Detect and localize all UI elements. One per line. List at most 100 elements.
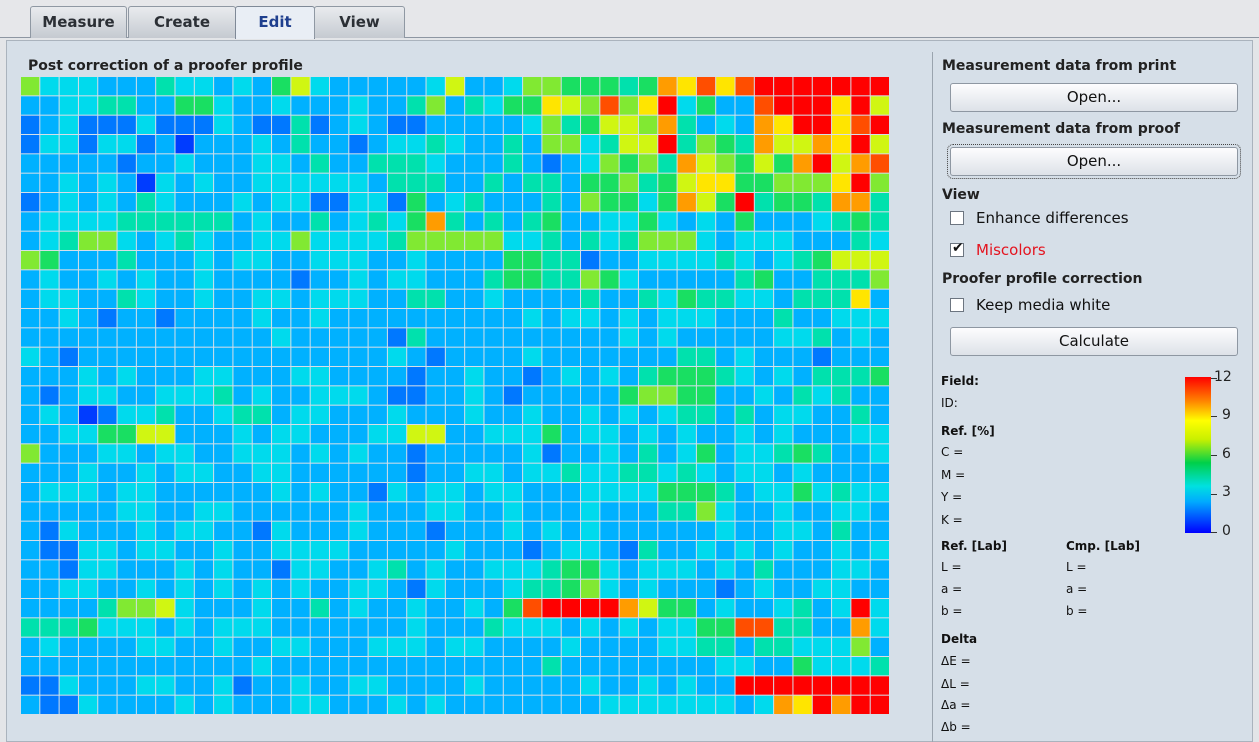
heatmap-cell[interactable] — [291, 521, 310, 540]
heatmap-cell[interactable] — [638, 115, 658, 134]
heatmap-cell[interactable] — [291, 347, 310, 366]
heatmap-cell[interactable] — [310, 193, 329, 212]
heatmap-cell[interactable] — [272, 695, 291, 714]
heatmap-cell[interactable] — [136, 444, 156, 463]
heatmap-cell[interactable] — [658, 77, 677, 96]
heatmap-cell[interactable] — [426, 212, 445, 231]
heatmap-cell[interactable] — [407, 289, 426, 308]
heatmap-cell[interactable] — [368, 483, 387, 502]
heatmap-cell[interactable] — [523, 483, 542, 502]
heatmap-cell[interactable] — [368, 695, 387, 714]
heatmap-cell[interactable] — [194, 560, 214, 579]
heatmap-cell[interactable] — [21, 637, 40, 656]
heatmap-cell[interactable] — [349, 231, 368, 250]
heatmap-cell[interactable] — [658, 599, 677, 618]
heatmap-cell[interactable] — [117, 115, 136, 134]
heatmap-cell[interactable] — [426, 367, 445, 386]
heatmap-cell[interactable] — [658, 618, 677, 637]
heatmap-cell[interactable] — [194, 405, 214, 424]
heatmap-cell[interactable] — [851, 96, 870, 115]
heatmap-cell[interactable] — [832, 367, 851, 386]
heatmap-cell[interactable] — [523, 560, 542, 579]
heatmap-cell[interactable] — [716, 521, 735, 540]
heatmap-cell[interactable] — [561, 695, 581, 714]
heatmap-cell[interactable] — [214, 251, 233, 270]
heatmap-cell[interactable] — [40, 347, 59, 366]
heatmap-cell[interactable] — [793, 386, 812, 405]
heatmap-cell[interactable] — [600, 251, 619, 270]
heatmap-cell[interactable] — [40, 618, 59, 637]
heatmap-cell[interactable] — [40, 154, 59, 173]
heatmap-cell[interactable] — [542, 212, 561, 231]
heatmap-cell[interactable] — [870, 193, 889, 212]
heatmap-cell[interactable] — [581, 115, 600, 134]
heatmap-cell[interactable] — [812, 270, 832, 289]
heatmap-cell[interactable] — [368, 502, 387, 521]
heatmap-cell[interactable] — [252, 193, 272, 212]
heatmap-cell[interactable] — [851, 231, 870, 250]
heatmap-cell[interactable] — [233, 599, 252, 618]
heatmap-cell[interactable] — [581, 154, 600, 173]
heatmap-cell[interactable] — [774, 695, 793, 714]
heatmap-cell[interactable] — [175, 676, 194, 695]
heatmap-cell[interactable] — [252, 347, 272, 366]
heatmap-cell[interactable] — [21, 173, 40, 192]
heatmap-cell[interactable] — [542, 483, 561, 502]
heatmap-cell[interactable] — [561, 154, 581, 173]
heatmap-cell[interactable] — [59, 405, 78, 424]
heatmap-cell[interactable] — [677, 77, 696, 96]
heatmap-cell[interactable] — [581, 521, 600, 540]
heatmap-cell[interactable] — [78, 77, 98, 96]
heatmap-cell[interactable] — [561, 521, 581, 540]
heatmap-cell[interactable] — [21, 521, 40, 540]
heatmap-cell[interactable] — [252, 173, 272, 192]
heatmap-cell[interactable] — [272, 231, 291, 250]
heatmap-cell[interactable] — [542, 695, 561, 714]
heatmap-cell[interactable] — [523, 231, 542, 250]
heatmap-cell[interactable] — [445, 367, 465, 386]
heatmap-cell[interactable] — [581, 483, 600, 502]
heatmap-cell[interactable] — [677, 347, 696, 366]
heatmap-cell[interactable] — [349, 425, 368, 444]
heatmap-cell[interactable] — [581, 231, 600, 250]
heatmap-cell[interactable] — [735, 386, 754, 405]
heatmap-cell[interactable] — [272, 347, 291, 366]
heatmap-cell[interactable] — [812, 425, 832, 444]
heatmap-cell[interactable] — [658, 560, 677, 579]
heatmap-cell[interactable] — [851, 367, 870, 386]
heatmap-cell[interactable] — [368, 115, 387, 134]
heatmap-cell[interactable] — [252, 270, 272, 289]
heatmap-cell[interactable] — [156, 676, 175, 695]
heatmap-cell[interactable] — [774, 560, 793, 579]
heatmap-cell[interactable] — [21, 289, 40, 308]
heatmap-cell[interactable] — [754, 193, 774, 212]
heatmap-cell[interactable] — [407, 135, 426, 154]
heatmap-cell[interactable] — [214, 328, 233, 347]
heatmap-cell[interactable] — [136, 270, 156, 289]
heatmap-cell[interactable] — [78, 347, 98, 366]
heatmap-cell[interactable] — [445, 347, 465, 366]
heatmap-cell[interactable] — [561, 676, 581, 695]
heatmap-cell[interactable] — [735, 637, 754, 656]
heatmap-cell[interactable] — [600, 521, 619, 540]
heatmap-cell[interactable] — [619, 463, 638, 482]
heatmap-cell[interactable] — [619, 135, 638, 154]
heatmap-cell[interactable] — [368, 444, 387, 463]
heatmap-cell[interactable] — [426, 405, 445, 424]
heatmap-cell[interactable] — [329, 405, 349, 424]
heatmap-cell[interactable] — [774, 289, 793, 308]
heatmap-cell[interactable] — [716, 386, 735, 405]
heatmap-cell[interactable] — [561, 386, 581, 405]
heatmap-cell[interactable] — [870, 444, 889, 463]
heatmap-cell[interactable] — [484, 502, 503, 521]
heatmap-cell[interactable] — [194, 289, 214, 308]
heatmap-cell[interactable] — [426, 270, 445, 289]
heatmap-cell[interactable] — [696, 444, 716, 463]
heatmap-cell[interactable] — [426, 328, 445, 347]
heatmap-cell[interactable] — [98, 77, 117, 96]
heatmap-cell[interactable] — [387, 270, 407, 289]
heatmap-cell[interactable] — [658, 154, 677, 173]
heatmap-cell[interactable] — [812, 444, 832, 463]
heatmap-cell[interactable] — [793, 115, 812, 134]
heatmap-cell[interactable] — [523, 502, 542, 521]
